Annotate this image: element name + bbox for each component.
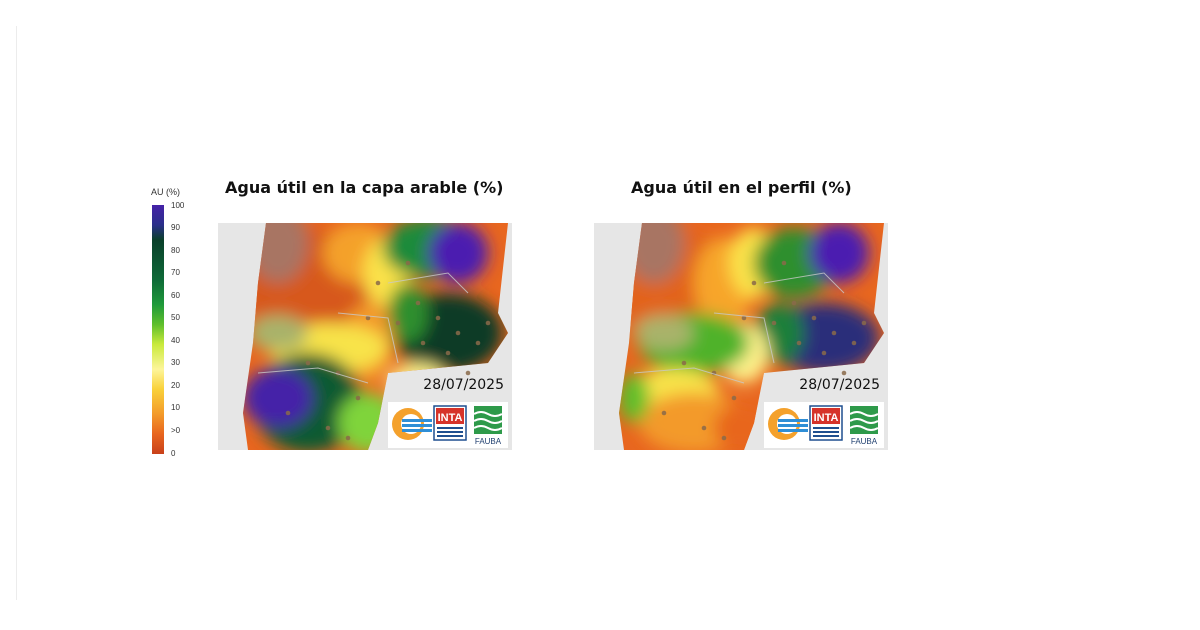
left-divider <box>16 26 17 600</box>
map-capa-arable: 28/07/2025 INTA <box>218 223 512 450</box>
map-perfil: 28/07/2025 INTA <box>594 223 888 450</box>
map-title-capa-arable: Agua útil en la capa arable (%) <box>225 178 504 197</box>
logos: INTA FAUBA <box>764 402 884 448</box>
fauba-logo-text: FAUBA <box>475 437 502 446</box>
legend-tick: >0 <box>171 426 181 435</box>
water-logo-icon <box>392 408 432 440</box>
legend-tick: 80 <box>171 246 180 255</box>
legend-tick: 30 <box>171 358 180 367</box>
legend-tick: 40 <box>171 336 180 345</box>
legend-tick: 90 <box>171 223 180 232</box>
fauba-logo-icon: FAUBA <box>849 406 879 446</box>
map-perfil-image <box>594 223 888 450</box>
water-logo-icon <box>768 408 808 440</box>
legend-tick: 10 <box>171 403 180 412</box>
legend-color-bar <box>152 205 164 454</box>
inta-logo-text: INTA <box>438 412 463 424</box>
legend-title: AU (%) <box>151 187 180 197</box>
legend-tick: 100 <box>171 201 185 210</box>
inta-logo-icon: INTA <box>809 405 843 441</box>
map-date: 28/07/2025 <box>423 377 504 393</box>
fauba-logo-icon: FAUBA <box>473 406 503 446</box>
legend-tick: 70 <box>171 268 180 277</box>
color-legend: AU (%) 100 90 80 70 60 50 40 30 20 10 >0… <box>150 187 200 462</box>
map-date: 28/07/2025 <box>799 377 880 393</box>
inta-logo-text: INTA <box>814 412 839 424</box>
inta-logo-icon: INTA <box>433 405 467 441</box>
map-capa-arable-image <box>218 223 512 450</box>
legend-tick: 50 <box>171 313 180 322</box>
legend-tick: 0 <box>171 449 176 458</box>
fauba-logo-text: FAUBA <box>851 437 878 446</box>
map-title-perfil: Agua útil en el perfil (%) <box>631 178 852 197</box>
legend-tick: 20 <box>171 381 180 390</box>
logos: INTA FAUBA <box>388 402 508 448</box>
legend-tick: 60 <box>171 291 180 300</box>
